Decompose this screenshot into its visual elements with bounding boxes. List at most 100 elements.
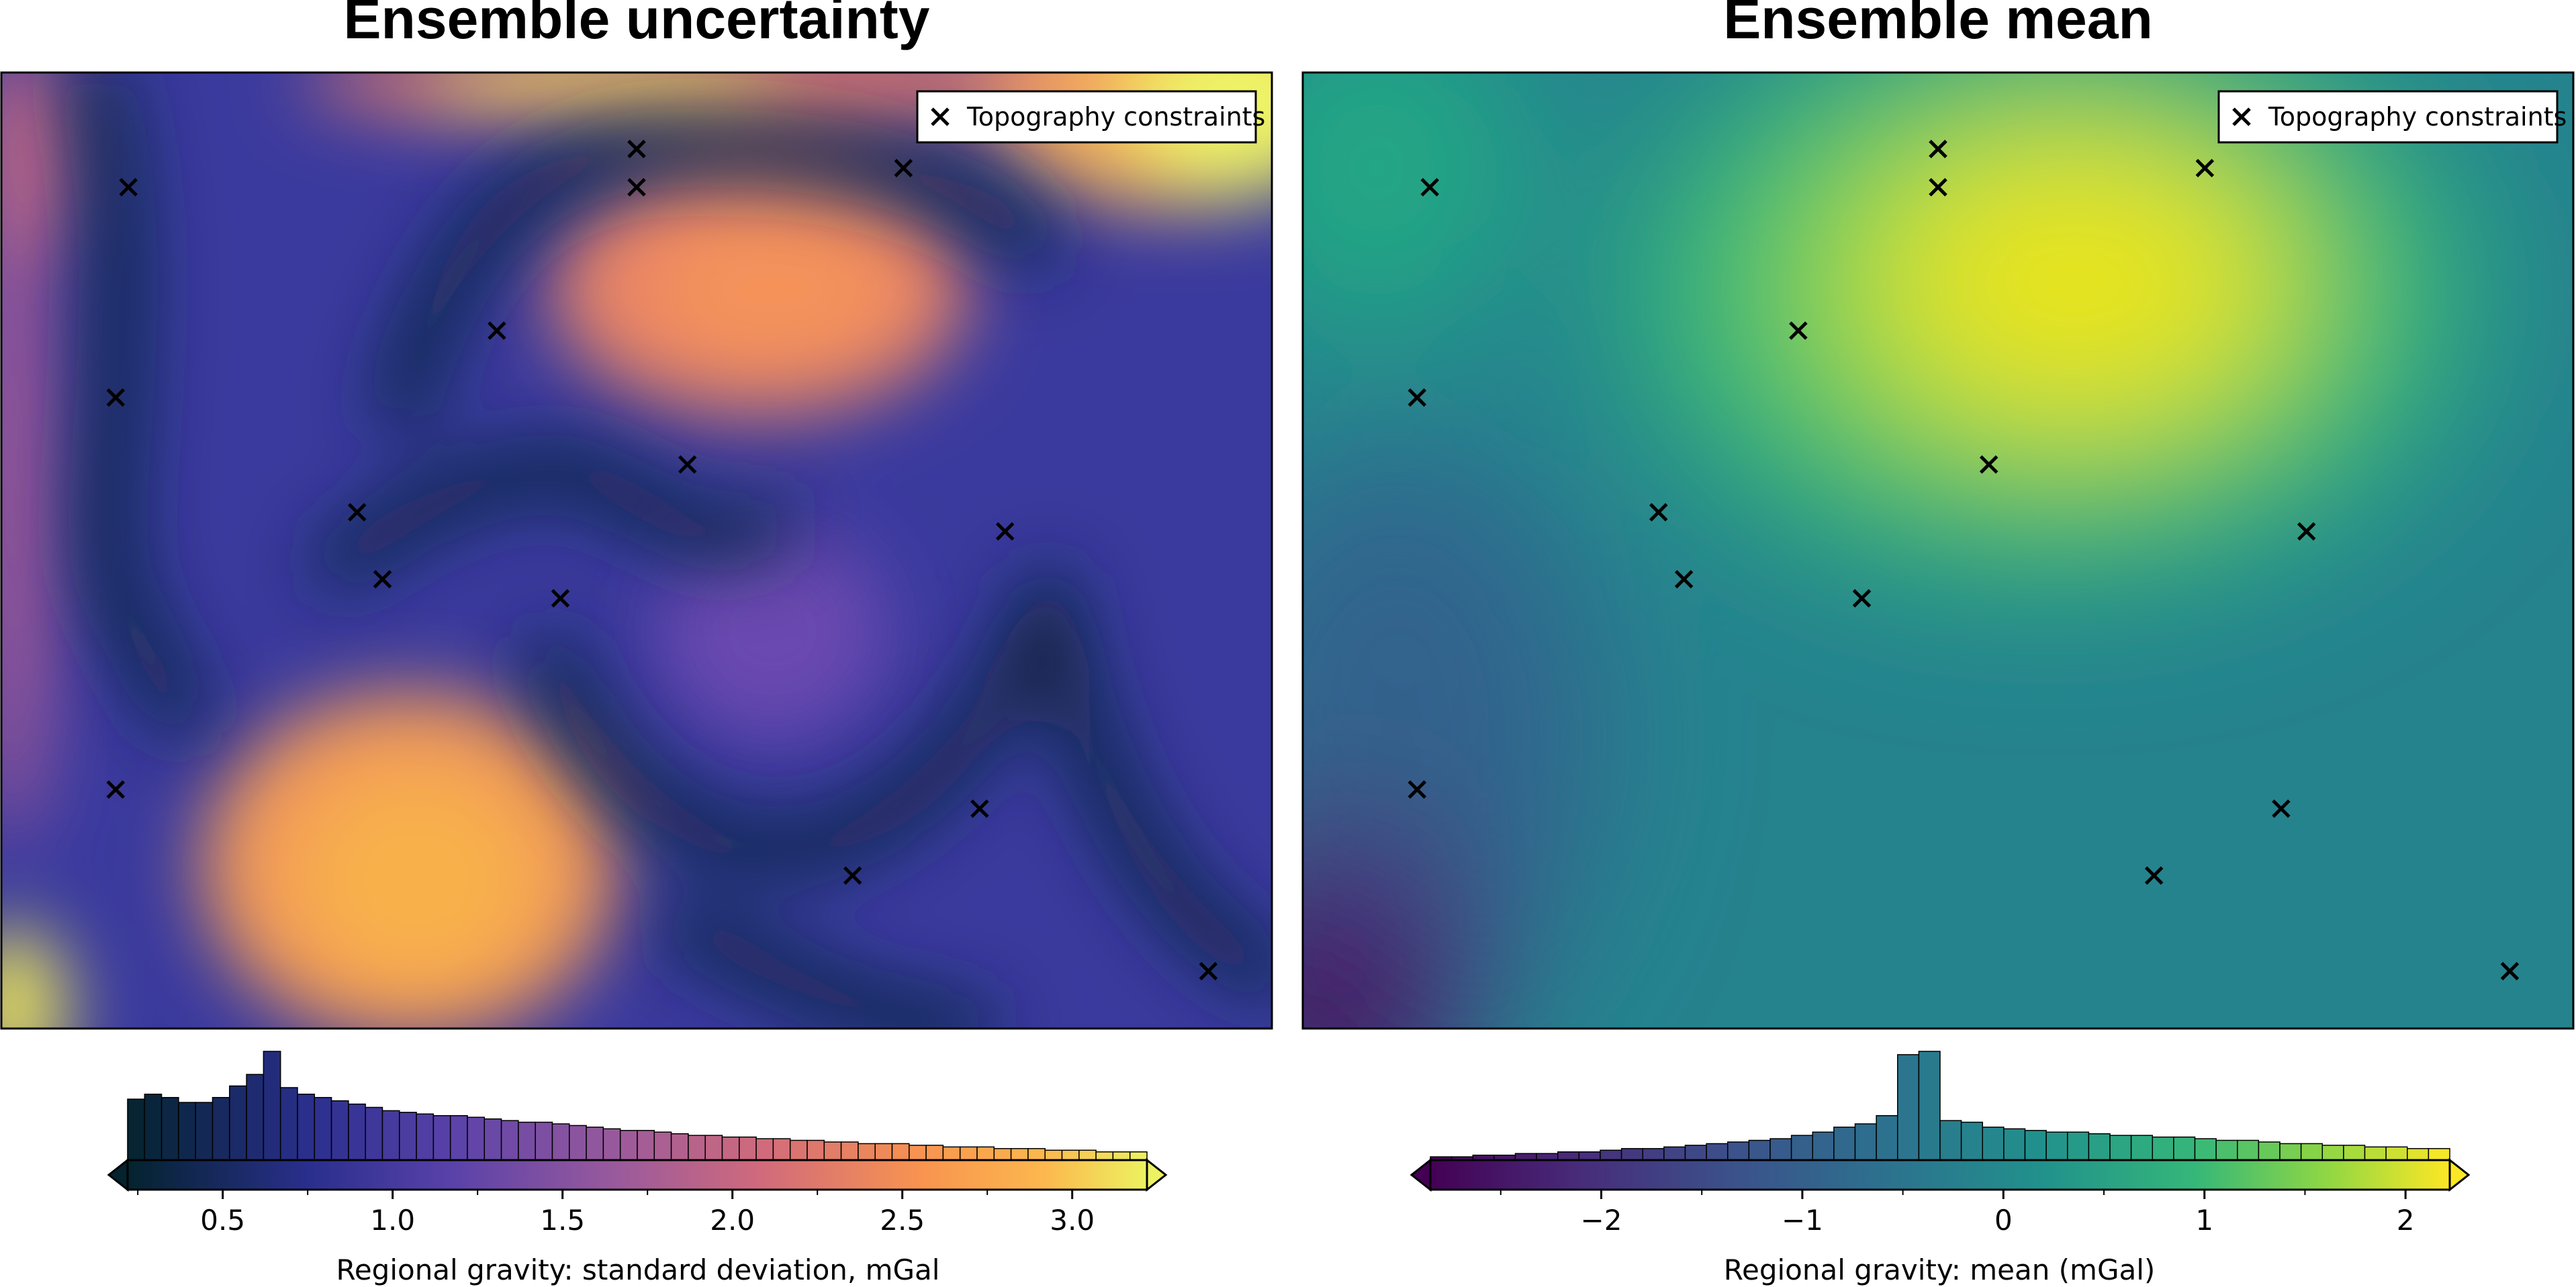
left-histogram-bar	[772, 1138, 791, 1161]
right-constraint-marker	[1929, 140, 1947, 158]
left-blob-top-yellow	[430, 73, 779, 107]
left-blob-upper-center-core	[651, 215, 893, 363]
right-histogram-bar	[1557, 1151, 1580, 1161]
left-histogram-bar	[178, 1102, 196, 1161]
right-legend-label: Topography constraints	[2268, 102, 2567, 132]
right-histogram-bar	[2215, 1139, 2238, 1161]
left-histogram-bar	[518, 1121, 536, 1161]
left-band-right	[1024, 567, 1272, 997]
right-histogram-bar	[1642, 1148, 1665, 1161]
right-colorbar-tick-label: −1	[1782, 1204, 1823, 1237]
right-title: Ensemble mean	[1723, 0, 2153, 50]
left-histogram-bar	[229, 1085, 247, 1161]
right-histogram-bar	[2109, 1135, 2132, 1161]
left-legend-marker	[931, 107, 950, 126]
left-histogram-bar	[279, 1087, 298, 1161]
left-histogram-bar	[942, 1146, 961, 1161]
right-legend-marker	[2232, 107, 2251, 126]
left-legend-box	[916, 90, 1257, 144]
right-colorbar	[1410, 1157, 2471, 1192]
left-constraint-marker	[1199, 961, 1218, 981]
left-histogram-bar	[789, 1139, 808, 1161]
left-histogram-bar	[484, 1118, 502, 1161]
left-legend-label: Topography constraints	[966, 102, 1265, 132]
left-legend: Topography constraints	[916, 90, 1265, 144]
left-histogram-bar	[500, 1120, 519, 1161]
right-colorbar-ticks: −2 −1 0 1 2	[1500, 1190, 2414, 1237]
right-histogram-bar	[2045, 1131, 2068, 1161]
left-histogram-bar	[637, 1130, 655, 1161]
left-blob-mid-purple	[658, 524, 886, 738]
right-constraint-marker	[1789, 321, 1808, 340]
right-colorbar-body	[1429, 1159, 2451, 1191]
left-histogram-bar	[449, 1114, 468, 1161]
left-colorbar-body	[126, 1159, 1148, 1191]
left-histogram-bar	[602, 1128, 621, 1161]
left-blob-corner-bl	[1, 926, 67, 1029]
right-histogram-bar	[1897, 1054, 1920, 1161]
left-histogram-bar	[586, 1127, 604, 1161]
right-blob-bottom-left-dark	[1303, 920, 1397, 1029]
right-colorbar-low-extend	[1410, 1157, 1432, 1192]
left-histogram-bar	[551, 1123, 570, 1161]
left-band-top-arc	[379, 123, 1058, 433]
right-constraint-marker	[1979, 455, 1998, 474]
right-constraint-marker	[2195, 158, 2215, 178]
right-histogram-bar	[1748, 1139, 1771, 1161]
right-colorbar-tick-label: 0	[1994, 1204, 2013, 1237]
left-constraint-marker	[119, 178, 138, 197]
left-colorbar-tick-label: 0.5	[200, 1204, 245, 1237]
right-histogram-bar	[1982, 1127, 2005, 1161]
left-histogram-bar	[721, 1136, 740, 1161]
right-constraint-marker	[1852, 589, 1872, 608]
left-histogram-bar	[858, 1143, 876, 1161]
left-histogram-bar	[381, 1110, 400, 1161]
left-colorbar-low-extend	[107, 1157, 129, 1192]
right-histogram-bar	[1684, 1145, 1707, 1161]
right-histogram-bar	[2173, 1136, 2196, 1161]
left-histogram-bar	[840, 1141, 859, 1161]
left-histogram-bar	[909, 1145, 927, 1161]
left-histogram-bar	[755, 1138, 774, 1161]
left-band-ring	[527, 581, 1071, 874]
right-constraint-marker	[1408, 388, 1427, 407]
right-histogram-bar	[1812, 1131, 1835, 1161]
right-constraint-marker	[1420, 178, 1439, 197]
left-colorbar-tick-label: 2.5	[880, 1204, 925, 1237]
left-histogram-bar	[1095, 1151, 1114, 1161]
right-histogram-bar	[2300, 1143, 2323, 1161]
left-histogram-bar	[297, 1094, 316, 1161]
right-constraint-marker	[2500, 961, 2520, 981]
left-colorbar-tick-label: 3.0	[1050, 1204, 1095, 1237]
left-constraint-marker	[678, 455, 697, 474]
left-histogram-bar	[1061, 1149, 1080, 1161]
left-histogram-bar	[399, 1112, 417, 1161]
right-histogram-bar	[1790, 1135, 1813, 1161]
left-histogram-bar	[688, 1135, 706, 1161]
left-histogram-bar	[416, 1113, 434, 1161]
left-histogram-bar	[1044, 1149, 1063, 1161]
right-constraint-marker	[2272, 799, 2291, 818]
left-colorbar	[107, 1157, 1168, 1192]
right-histogram-bar	[2194, 1138, 2217, 1161]
left-constraint-marker	[106, 388, 126, 407]
right-histogram-bar	[2024, 1130, 2047, 1161]
right-histogram-bar	[1663, 1146, 1686, 1161]
right-points	[1408, 140, 2520, 981]
right-histogram	[1430, 1051, 2450, 1161]
left-histogram-bar	[959, 1146, 978, 1161]
right-histogram-bar	[1833, 1127, 1856, 1161]
left-histogram-bar	[246, 1074, 265, 1161]
left-histogram-bar	[823, 1141, 842, 1161]
right-histogram-bar	[1727, 1141, 1750, 1161]
left-colorbar-ticks: 0.5 1.0 1.5 2.0 2.5 3.0	[137, 1190, 1095, 1237]
right-histogram-bar	[2343, 1145, 2366, 1161]
right-colorbar-tick-label: −2	[1581, 1204, 1622, 1237]
left-blob-bottom-left-core	[295, 772, 537, 987]
right-histogram-bar	[1960, 1121, 1983, 1161]
left-histogram-bar	[195, 1102, 214, 1161]
left-histogram-bar	[874, 1143, 893, 1161]
left-histogram-bar	[1078, 1149, 1097, 1161]
right-blob-yellow	[1874, 134, 2276, 430]
